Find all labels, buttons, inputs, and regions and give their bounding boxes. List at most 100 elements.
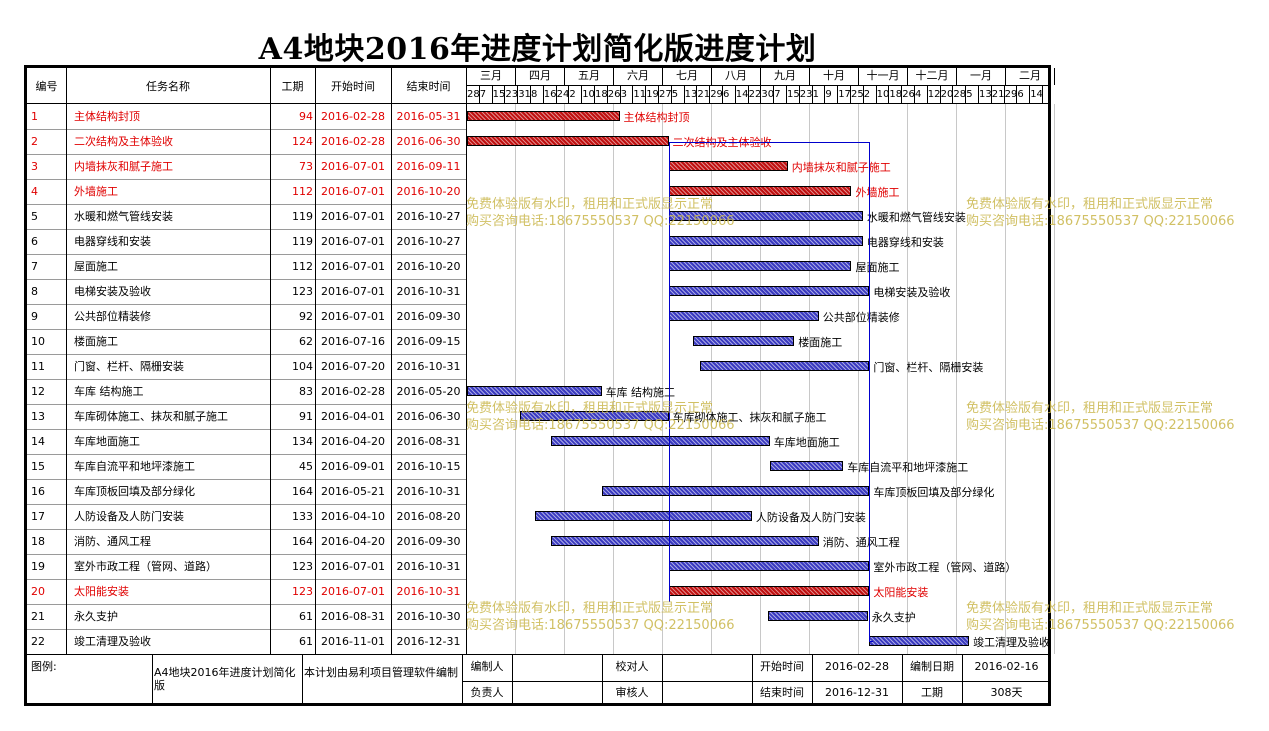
task-start: 2016-09-01 [321, 460, 385, 473]
owner-label: 负责人 [470, 686, 504, 699]
row-divider [27, 154, 466, 155]
month-divider [760, 68, 761, 85]
gantt-bar[interactable] [668, 286, 870, 296]
task-name: 太阳能安装 [74, 585, 129, 598]
task-id: 4 [31, 185, 38, 198]
gantt-bar[interactable] [534, 511, 752, 521]
month-label: 六月 [627, 69, 649, 82]
day-tick-divider [965, 86, 967, 103]
day-tick-divider [594, 86, 595, 103]
footer-divider [152, 654, 153, 704]
month-divider [711, 68, 712, 85]
row-divider [27, 504, 466, 505]
day-tick-divider [939, 86, 941, 103]
task-name: 车库自流平和地坪漆施工 [74, 460, 195, 473]
day-tick-divider [517, 86, 519, 103]
day-tick-divider [1042, 86, 1043, 103]
row-divider [27, 254, 466, 255]
task-id: 9 [31, 310, 38, 323]
gantt-bar[interactable] [668, 186, 852, 196]
gantt-bar[interactable] [467, 136, 669, 146]
gantt-bar-label: 电器穿线和安装 [866, 236, 944, 249]
task-start: 2016-07-01 [321, 210, 385, 223]
month-gridline [515, 104, 516, 654]
month-divider [515, 68, 516, 85]
gantt-bar[interactable] [467, 386, 602, 396]
row-divider [27, 379, 466, 380]
gantt-bar[interactable] [668, 236, 863, 246]
gantt-bar[interactable] [693, 336, 795, 346]
day-tick-label: 14 [735, 89, 749, 100]
day-tick-divider [747, 86, 749, 103]
day-tick-divider [875, 86, 877, 103]
task-start: 2016-07-16 [321, 335, 385, 348]
column-divider [66, 68, 67, 654]
row-divider [27, 429, 466, 430]
task-start: 2016-07-01 [321, 160, 385, 173]
day-tick-label: 10 [582, 89, 595, 100]
gantt-bar[interactable] [668, 561, 870, 571]
month-divider [613, 68, 614, 85]
gantt-bar[interactable] [467, 111, 620, 121]
gantt-bar[interactable] [668, 161, 788, 171]
task-end: 2016-09-30 [396, 310, 461, 323]
day-tick-divider [862, 86, 864, 103]
month-gridline [1054, 104, 1055, 654]
task-duration: 123 [292, 560, 313, 573]
gantt-bar[interactable] [668, 586, 870, 596]
day-tick-divider [581, 86, 583, 103]
month-divider [1005, 68, 1006, 85]
date-value: 2016-02-16 [974, 660, 1039, 673]
gantt-bar[interactable] [601, 486, 870, 496]
task-id: 21 [31, 610, 45, 623]
day-tick-label: 10 [876, 89, 890, 100]
gantt-bar-label: 车库顶板回填及部分绿化 [873, 486, 995, 499]
gantt-bar-label: 主体结构封顶 [623, 111, 690, 124]
gantt-bar[interactable] [768, 611, 868, 621]
task-start: 2016-04-10 [321, 510, 385, 523]
month-gridline [613, 104, 614, 654]
task-start: 2016-05-21 [321, 485, 385, 498]
gantt-bar[interactable] [769, 461, 844, 471]
task-name: 车库 结构施工 [74, 385, 144, 398]
month-gridline [711, 104, 712, 654]
month-gridline [1005, 104, 1006, 654]
gantt-bar[interactable] [550, 436, 770, 446]
day-tick-label: 11 [633, 89, 647, 100]
gantt-bar-label: 太阳能安装 [873, 586, 929, 599]
month-label: 四月 [529, 69, 551, 82]
task-duration: 104 [292, 360, 313, 373]
gantt-bar-label: 水暖和燃气管线安装 [866, 211, 966, 224]
gantt-bar-label: 室外市政工程（管网、道路） [873, 561, 1017, 574]
check-label: 校对人 [615, 660, 649, 673]
gantt-bar-label: 门窗、栏杆、隔栅安装 [873, 361, 984, 374]
task-end: 2016-05-31 [396, 110, 461, 123]
watermark-line-2: 购买咨询电话:18675550537 QQ:22150066 [966, 618, 1235, 633]
month-label: 一月 [970, 69, 992, 82]
task-duration: 119 [292, 235, 313, 248]
task-start: 2016-02-28 [321, 135, 385, 148]
task-duration: 83 [299, 385, 313, 398]
day-tick-label: 12 [927, 89, 941, 100]
row-divider [27, 629, 466, 630]
gantt-bar[interactable] [869, 636, 970, 646]
day-tick-label: 2 [863, 89, 871, 100]
gantt-bar[interactable] [668, 311, 819, 321]
month-label: 二月 [1019, 69, 1041, 82]
row-divider [27, 129, 466, 130]
month-divider [662, 68, 663, 85]
task-name: 电器穿线和安装 [74, 235, 151, 248]
task-end: 2016-06-30 [396, 135, 461, 148]
task-id: 8 [31, 285, 38, 298]
day-tick-divider [1016, 86, 1018, 103]
month-gridline [858, 104, 859, 654]
gantt-bar[interactable] [550, 536, 819, 546]
gantt-bar[interactable] [519, 411, 669, 421]
gantt-bar[interactable] [699, 361, 870, 371]
task-name: 公共部位精装修 [74, 310, 151, 323]
gantt-bar[interactable] [668, 261, 852, 271]
day-tick-divider [888, 86, 890, 103]
day-tick-label: 13 [979, 89, 992, 100]
task-end: 2016-10-27 [396, 235, 461, 248]
task-duration: 134 [292, 435, 313, 448]
